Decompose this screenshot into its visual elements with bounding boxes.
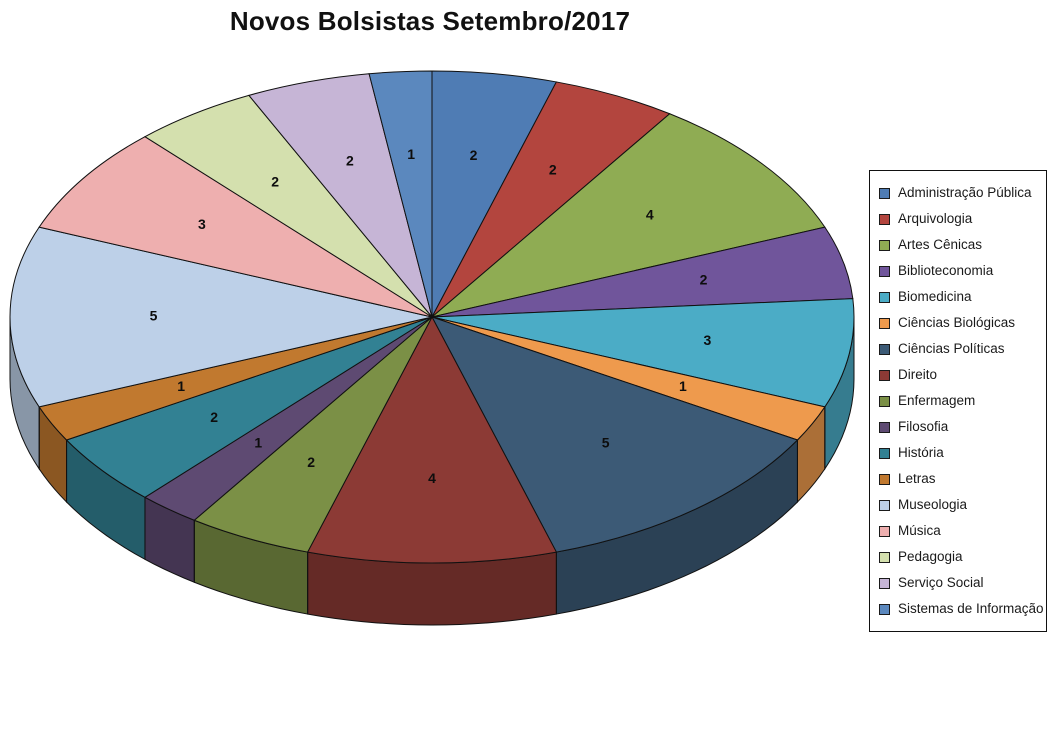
legend-item[interactable]: Pedagogia xyxy=(879,544,1040,570)
pie-slice-value-label: 2 xyxy=(549,161,557,177)
legend-item-label: Ciências Políticas xyxy=(898,341,1005,357)
legend-item[interactable]: Letras xyxy=(879,466,1040,492)
legend-item-label: Biblioteconomia xyxy=(898,263,994,279)
pie-slice-7[interactable] xyxy=(306,315,558,564)
legend-item[interactable]: Serviço Social xyxy=(879,570,1040,596)
legend-swatch-icon xyxy=(879,317,890,329)
legend-swatch-icon xyxy=(879,239,890,251)
legend-item[interactable]: Enfermagem xyxy=(879,388,1040,414)
pie-slice-value-label: 2 xyxy=(470,147,478,163)
pie-slice-value-label: 4 xyxy=(646,207,654,223)
legend-swatch-icon xyxy=(879,603,890,615)
legend-item[interactable]: Filosofia xyxy=(879,414,1040,440)
legend-item[interactable]: Ciências Políticas xyxy=(879,336,1040,362)
pie-slice-16[interactable] xyxy=(368,70,433,318)
legend-item[interactable]: Arquivologia xyxy=(879,206,1040,232)
legend-swatch-icon xyxy=(879,343,890,355)
legend-swatch-icon xyxy=(879,473,890,485)
pie-slice-13[interactable] xyxy=(38,136,433,318)
pie-slice-value-label: 4 xyxy=(428,470,436,486)
legend-swatch-icon xyxy=(879,265,890,277)
legend-item-label: Administração Pública xyxy=(898,185,1032,201)
legend-item[interactable]: Música xyxy=(879,518,1040,544)
pie-slice-value-label: 2 xyxy=(307,454,315,470)
legend-swatch-icon xyxy=(879,187,890,199)
legend-item-label: Enfermagem xyxy=(898,393,976,409)
legend-item[interactable]: Artes Cênicas xyxy=(879,232,1040,258)
legend-item-label: Ciências Biológicas xyxy=(898,315,1016,331)
legend-item-label: Direito xyxy=(898,367,938,383)
legend-item-label: Serviço Social xyxy=(898,575,984,591)
legend-swatch-icon xyxy=(879,369,890,381)
pie-slice-value-label: 2 xyxy=(700,272,708,288)
legend-item[interactable]: História xyxy=(879,440,1040,466)
pie-slice-value-label: 1 xyxy=(407,146,415,162)
legend-item[interactable]: Direito xyxy=(879,362,1040,388)
pie-slice-value-label: 5 xyxy=(150,308,158,324)
legend-item[interactable]: Biomedicina xyxy=(879,284,1040,310)
pie-slice-6[interactable] xyxy=(430,316,799,553)
legend-swatch-icon xyxy=(879,525,890,537)
legend-swatch-icon xyxy=(879,551,890,563)
legend-item[interactable]: Administração Pública xyxy=(879,180,1040,206)
legend-swatch-icon xyxy=(879,499,890,511)
legend-item-label: Biomedicina xyxy=(898,289,972,305)
legend-item-label: Música xyxy=(898,523,941,539)
legend-item[interactable]: Museologia xyxy=(879,492,1040,518)
legend-item-label: Filosofia xyxy=(898,419,949,435)
legend-item-label: Letras xyxy=(898,471,936,487)
legend-item-label: Arquivologia xyxy=(898,211,973,227)
pie-slice-2[interactable] xyxy=(431,113,826,318)
pie-slice-12[interactable] xyxy=(9,226,433,408)
pie-slice-4[interactable] xyxy=(431,298,855,408)
pie-slice-value-label: 5 xyxy=(602,435,610,451)
pie-slice-value-label: 1 xyxy=(679,378,687,394)
chart-title: Novos Bolsistas Setembro/2017 xyxy=(229,6,631,36)
pie-slice-value-label: 2 xyxy=(271,174,279,190)
pie-slice-value-label: 3 xyxy=(198,216,206,232)
legend-item-label: Pedagogia xyxy=(898,549,963,565)
legend-swatch-icon xyxy=(879,421,890,433)
legend-swatch-icon xyxy=(879,291,890,303)
pie-slice-value-label: 2 xyxy=(210,409,218,425)
legend-item-label: Artes Cênicas xyxy=(898,237,983,253)
pie-slice-value-label: 1 xyxy=(254,435,262,451)
legend-item-label: Sistemas de Informação xyxy=(898,601,1044,617)
pie-slice-value-label: 3 xyxy=(704,332,712,348)
legend-swatch-icon xyxy=(879,395,890,407)
legend-item[interactable]: Sistemas de Informação xyxy=(879,596,1044,622)
pie-slice-value-label: 1 xyxy=(177,378,185,394)
legend-item-label: História xyxy=(898,445,944,461)
chart-legend: Administração Pública Arquivologia Artes C… xyxy=(869,170,1047,632)
legend-item-label: Museologia xyxy=(898,497,968,513)
legend-item[interactable]: Ciências Biológicas xyxy=(879,310,1040,336)
legend-swatch-icon xyxy=(879,213,890,225)
pie-slice-value-label: 2 xyxy=(346,153,354,169)
legend-swatch-icon xyxy=(879,447,890,459)
legend-swatch-icon xyxy=(879,577,890,589)
legend-item[interactable]: Biblioteconomia xyxy=(879,258,1040,284)
